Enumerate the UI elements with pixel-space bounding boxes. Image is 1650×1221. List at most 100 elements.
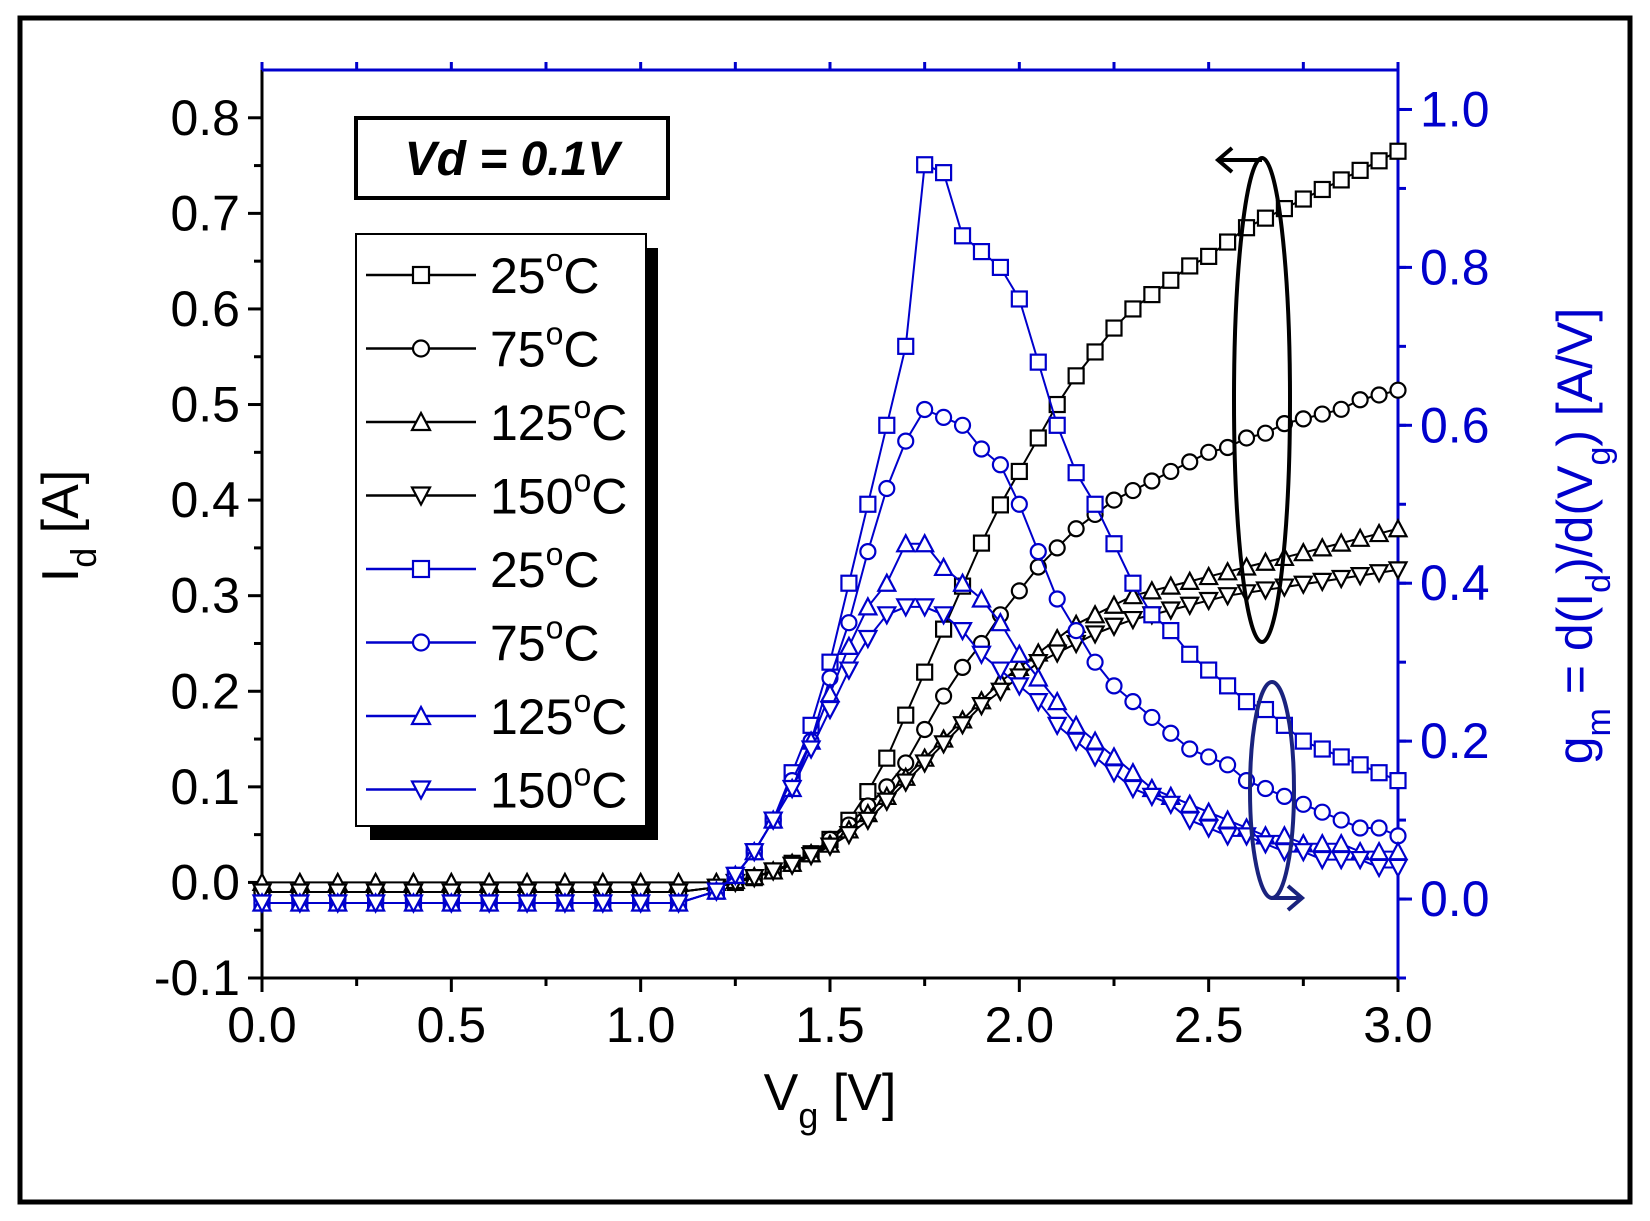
data-point (800, 740, 822, 760)
data-point (1256, 779, 1275, 798)
y-right-label-sub: m (1580, 708, 1618, 736)
data-point (410, 486, 432, 507)
data-point (1084, 625, 1106, 645)
data-point (1048, 539, 1066, 557)
data-point (1200, 443, 1218, 461)
data-point (933, 556, 954, 577)
data-point (991, 496, 1010, 514)
data-point (1048, 416, 1066, 434)
data-point (1349, 527, 1371, 547)
data-point (1162, 621, 1180, 640)
data-point (934, 687, 953, 705)
data-point (1313, 180, 1331, 199)
legend-degree: o (573, 463, 591, 499)
data-point (914, 754, 935, 774)
data-point (1086, 653, 1104, 671)
data-point (1141, 787, 1163, 808)
y-right-tick-label: 1.0 (1420, 81, 1490, 137)
y-left-tick-label: 0.6 (170, 281, 240, 337)
data-point (1200, 661, 1218, 679)
y-right-axis-label: gm = d(Id)/d(Vg) [A/V] (1547, 308, 1618, 765)
x-tick-label: 2.0 (985, 997, 1055, 1053)
data-point (895, 773, 917, 793)
data-point (1162, 271, 1180, 289)
data-point (1198, 565, 1219, 586)
data-point (327, 894, 349, 914)
data-point (1370, 764, 1388, 782)
data-point (1198, 591, 1219, 612)
series-gm-150c (251, 598, 1409, 914)
y-right-label-part: ) [A/V] (1547, 308, 1603, 447)
data-point (953, 658, 972, 676)
data-point (1313, 740, 1331, 758)
y-left-axis-label: Id [A] (32, 470, 104, 583)
data-point (1217, 587, 1238, 607)
data-point (554, 894, 576, 914)
y-left-tick-label: 0.2 (170, 663, 240, 719)
legend-label: 125oC (490, 389, 627, 451)
y-left-label-main: I (32, 568, 90, 582)
legend-temp: 75 (490, 616, 546, 672)
data-point (878, 416, 896, 434)
legend-degree: o (546, 316, 564, 352)
data-point (1349, 850, 1371, 871)
data-point (1027, 693, 1049, 713)
data-point (1046, 716, 1068, 737)
data-point (991, 456, 1010, 474)
data-point (857, 596, 879, 616)
data-point (1010, 462, 1028, 481)
data-point (1046, 644, 1068, 664)
data-point (1294, 410, 1312, 428)
x-tick-label: 1.0 (606, 997, 676, 1053)
y-right-tick-label: 0.6 (1420, 397, 1490, 453)
legend-box (355, 233, 647, 827)
data-point (1256, 209, 1275, 227)
y-right-label-part: = d(I (1547, 593, 1603, 708)
data-point (916, 400, 934, 419)
data-point (592, 894, 614, 914)
data-point (1351, 161, 1369, 179)
data-point (1029, 353, 1047, 371)
data-point (990, 661, 1011, 681)
data-point (1293, 541, 1314, 562)
series-gm-75c (253, 400, 1407, 912)
data-point (1313, 405, 1331, 423)
annotation-box-inner (355, 117, 669, 199)
data-point (1086, 495, 1104, 513)
data-point (859, 543, 877, 561)
data-point (1179, 811, 1201, 831)
legend-label: 25oC (490, 242, 600, 304)
data-point (1067, 520, 1085, 538)
data-point (1105, 677, 1123, 695)
data-point (1387, 561, 1409, 581)
data-point (1330, 850, 1352, 871)
data-point (1124, 481, 1142, 500)
y-right-tick-label: 0.0 (1420, 871, 1490, 927)
data-point (516, 894, 538, 914)
legend-unit: C (591, 395, 627, 451)
data-point (1181, 257, 1199, 275)
legend-label: 75oC (490, 610, 600, 672)
legend-label: 75oC (490, 316, 600, 378)
y-right-tick-label: 0.2 (1420, 713, 1490, 769)
x-label-sub: g (798, 1095, 818, 1136)
data-point (1143, 286, 1161, 304)
data-point (1255, 835, 1276, 855)
data-point (991, 258, 1010, 276)
data-point (1311, 572, 1333, 593)
data-point (1010, 495, 1028, 513)
data-point (857, 629, 879, 650)
data-point (990, 611, 1011, 632)
data-point (1332, 748, 1350, 766)
data-point (1237, 693, 1256, 711)
y-left-label-unit: [A] (32, 470, 90, 548)
legend-label: 25oC (490, 536, 600, 598)
data-point (1179, 596, 1201, 617)
data-point (411, 339, 431, 358)
data-point (1275, 787, 1294, 806)
data-point (1084, 748, 1106, 768)
data-point (933, 735, 954, 755)
data-point (1160, 575, 1182, 595)
data-point (1181, 645, 1199, 663)
data-point (1010, 290, 1028, 308)
